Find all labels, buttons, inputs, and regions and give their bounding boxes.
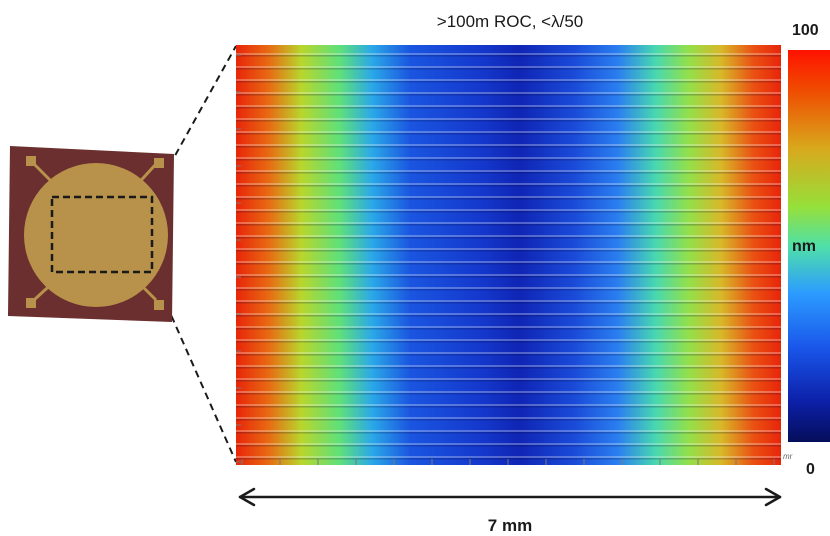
scan-line-dark xyxy=(236,263,781,265)
scan-line-light xyxy=(236,92,781,94)
scan-line-light xyxy=(236,300,781,302)
scan-line-light xyxy=(236,365,781,367)
chip-contact-traces xyxy=(32,162,158,302)
double-arrow-icon xyxy=(238,487,782,507)
scan-line-light xyxy=(236,352,781,354)
scan-line-dark xyxy=(236,211,781,213)
scale-bar-label: 7 mm xyxy=(487,516,533,535)
scan-line-light xyxy=(236,183,781,185)
scan-line-dark xyxy=(236,445,781,447)
scan-line-light xyxy=(236,209,781,211)
scan-line-light xyxy=(236,105,781,107)
colorbar-unit-label: nm xyxy=(792,238,816,255)
colorbar-max-label: 100 xyxy=(792,22,819,39)
device-chip-photo xyxy=(8,146,174,322)
scan-line-light xyxy=(236,170,781,172)
scan-line-light xyxy=(236,287,781,289)
scan-line-dark xyxy=(236,289,781,291)
scan-line-light xyxy=(236,248,781,250)
colorbar-min-label: 0 xyxy=(806,461,815,478)
scan-line-stripes xyxy=(236,53,781,460)
scan-line-dark xyxy=(236,198,781,200)
scan-line-light xyxy=(236,417,781,419)
scan-line-light xyxy=(236,430,781,432)
scan-line-dark xyxy=(236,120,781,122)
scan-line-dark xyxy=(236,328,781,330)
scan-line-light xyxy=(236,378,781,380)
scan-line-light xyxy=(236,66,781,68)
selection-box xyxy=(50,195,154,274)
scan-line-light xyxy=(236,313,781,315)
scan-line-dark xyxy=(236,172,781,174)
scan-line-light xyxy=(236,144,781,146)
scan-line-light xyxy=(236,131,781,133)
scan-line-light xyxy=(236,326,781,328)
scan-line-light xyxy=(236,339,781,341)
scan-line-light xyxy=(236,443,781,445)
axis-ticks xyxy=(236,54,775,465)
scan-line-light xyxy=(236,274,781,276)
surface-height-map xyxy=(236,45,781,465)
scan-line-dark xyxy=(236,185,781,187)
scan-line-light xyxy=(236,196,781,198)
scan-line-dark xyxy=(236,237,781,239)
scan-line-dark xyxy=(236,146,781,148)
axis-unit-fragment: mr xyxy=(783,452,793,461)
scan-line-light xyxy=(236,261,781,263)
height-map-field xyxy=(236,45,781,465)
scan-line-dark xyxy=(236,224,781,226)
scan-line-dark xyxy=(236,393,781,395)
scan-line-light xyxy=(236,235,781,237)
colorbar xyxy=(788,50,830,442)
scan-line-dark xyxy=(236,341,781,343)
scan-line-dark xyxy=(236,107,781,109)
scan-line-light xyxy=(236,157,781,159)
scan-line-light xyxy=(236,391,781,393)
chip-contact-pads xyxy=(26,156,164,310)
scan-line-dark xyxy=(236,458,781,460)
scan-line-light xyxy=(236,79,781,81)
scan-line-dark xyxy=(236,68,781,70)
scan-line-dark xyxy=(236,276,781,278)
scan-line-light xyxy=(236,222,781,224)
scan-line-dark xyxy=(236,302,781,304)
figure-title: >100m ROC, <λ/50 xyxy=(436,12,584,31)
leader-line-bottom xyxy=(151,271,237,463)
scan-line-dark xyxy=(236,315,781,317)
scan-line-light xyxy=(236,118,781,120)
scan-line-dark xyxy=(236,94,781,96)
scan-line-dark xyxy=(236,380,781,382)
scan-line-dark xyxy=(236,406,781,408)
scan-line-dark xyxy=(236,367,781,369)
scan-line-dark xyxy=(236,159,781,161)
scan-line-dark xyxy=(236,432,781,434)
scan-line-light xyxy=(236,404,781,406)
scan-line-dark xyxy=(236,354,781,356)
scan-line-light xyxy=(236,53,781,55)
scan-line-dark xyxy=(236,133,781,135)
scan-line-dark xyxy=(236,81,781,83)
scan-line-dark xyxy=(236,419,781,421)
scan-line-dark xyxy=(236,250,781,252)
scan-line-light xyxy=(236,456,781,458)
scan-line-dark xyxy=(236,55,781,57)
